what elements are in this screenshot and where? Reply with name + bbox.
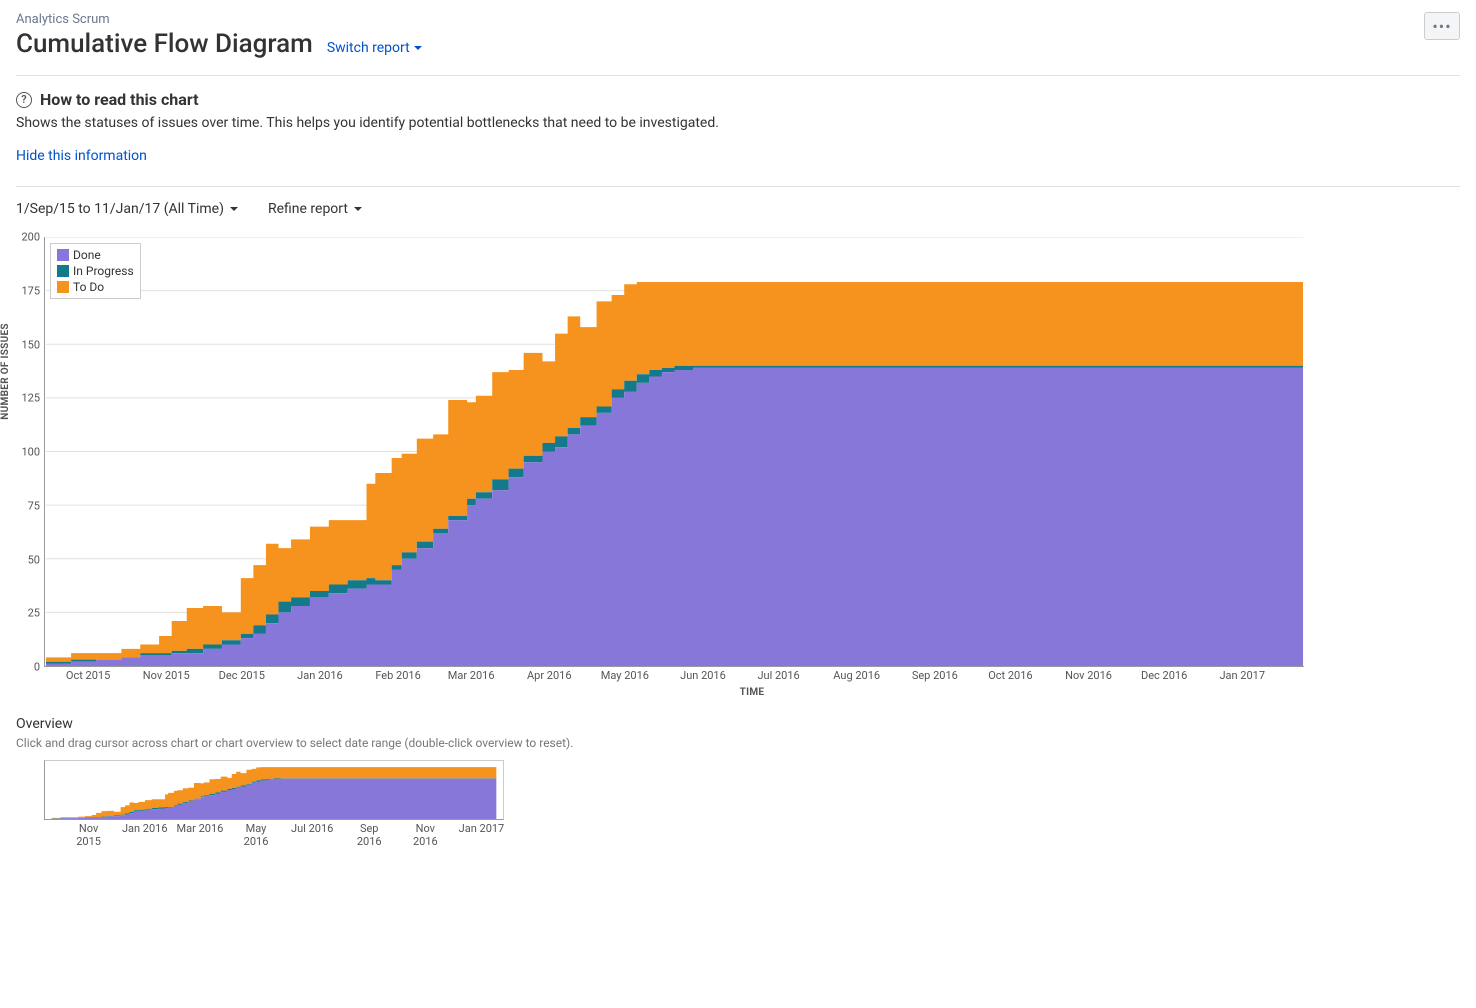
date-range-label: 1/Sep/15 to 11/Jan/17 (All Time) (16, 201, 224, 217)
refine-report-label: Refine report (268, 201, 348, 217)
overview-hint: Click and drag cursor across chart or ch… (16, 736, 1460, 750)
y-tick-label: 0 (12, 661, 40, 674)
legend-swatch (57, 281, 69, 293)
y-tick-label: 200 (12, 231, 40, 244)
overview-x-ticks: Nov 2015 Jan 2016 Mar 2016 May 2016 Jul 2016… (44, 820, 504, 848)
x-tick-label: Jun 2016 (680, 669, 726, 682)
x-tick-label: Oct 2015 (66, 669, 110, 682)
legend-label: Done (73, 247, 101, 263)
overview-chart-container: Nov 2015 Jan 2016 Mar 2016 May 2016 Jul 2016… (44, 760, 1460, 848)
x-tick-label: Sep 2016 (357, 822, 382, 848)
x-tick-label: Dec 2016 (1141, 669, 1187, 682)
y-tick-label: 25 (12, 607, 40, 620)
more-actions-button[interactable]: ••• (1424, 12, 1460, 40)
legend-swatch (57, 249, 69, 261)
chevron-down-icon (230, 207, 238, 211)
filter-row: 1/Sep/15 to 11/Jan/17 (All Time) Refine … (16, 201, 1460, 217)
x-axis-label: TIME (44, 687, 1460, 698)
x-tick-label: Aug 2016 (833, 669, 880, 682)
x-tick-label: May 2016 (601, 669, 649, 682)
y-tick-label: 100 (12, 446, 40, 459)
x-tick-label: Jan 2016 (297, 669, 343, 682)
info-heading: How to read this chart (40, 90, 199, 109)
x-tick-label: Oct 2016 (988, 669, 1032, 682)
y-tick-label: 125 (12, 392, 40, 405)
title-row: Cumulative Flow Diagram Switch report (16, 29, 422, 59)
main-chart-container: NUMBER OF ISSUES 0255075100125150175200 … (44, 237, 1460, 698)
x-tick-label: Dec 2015 (219, 669, 265, 682)
more-icon: ••• (1432, 17, 1451, 36)
x-tick-label: Jan 2016 (122, 822, 168, 835)
x-tick-label: Sep 2016 (912, 669, 958, 682)
y-tick-label: 75 (12, 499, 40, 512)
header-left: Analytics Scrum Cumulative Flow Diagram … (16, 12, 422, 59)
legend-label: To Do (73, 279, 104, 295)
x-tick-label: Nov 2016 (413, 822, 438, 848)
x-tick-label: Jan 2017 (1219, 669, 1265, 682)
breadcrumb: Analytics Scrum (16, 12, 422, 27)
refine-report-dropdown[interactable]: Refine report (268, 201, 362, 217)
x-tick-label: Nov 2015 (76, 822, 101, 848)
legend-item: To Do (57, 279, 134, 295)
divider (16, 75, 1460, 76)
switch-report-link[interactable]: Switch report (327, 40, 422, 56)
x-tick-label: May 2016 (244, 822, 269, 848)
info-description: Shows the statuses of issues over time. … (16, 115, 1460, 131)
info-heading-row: ? How to read this chart (16, 90, 1460, 109)
switch-report-label: Switch report (327, 40, 410, 56)
legend-label: In Progress (73, 263, 134, 279)
y-axis-label: NUMBER OF ISSUES (0, 323, 11, 420)
info-icon: ? (16, 92, 32, 108)
header: Analytics Scrum Cumulative Flow Diagram … (16, 12, 1460, 59)
y-tick-label: 150 (12, 338, 40, 351)
cumulative-flow-chart[interactable] (44, 237, 1304, 667)
legend-item: In Progress (57, 263, 134, 279)
divider (16, 186, 1460, 187)
x-ticks: Oct 2015 Nov 2015 Dec 2015 Jan 2016 Feb 2016… (44, 667, 1304, 683)
x-tick-label: Feb 2016 (375, 669, 420, 682)
y-tick-label: 175 (12, 284, 40, 297)
x-tick-label: Jan 2017 (459, 822, 505, 835)
chart-legend: DoneIn ProgressTo Do (50, 243, 141, 299)
date-range-dropdown[interactable]: 1/Sep/15 to 11/Jan/17 (All Time) (16, 201, 238, 217)
x-tick-label: Nov 2015 (143, 669, 190, 682)
legend-swatch (57, 265, 69, 277)
x-tick-label: Mar 2016 (448, 669, 495, 682)
x-tick-label: Apr 2016 (527, 669, 572, 682)
y-tick-label: 50 (12, 553, 40, 566)
x-tick-label: Jul 2016 (291, 822, 333, 835)
legend-item: Done (57, 247, 134, 263)
page-title: Cumulative Flow Diagram (16, 29, 313, 59)
overview-chart[interactable] (44, 760, 504, 820)
x-tick-label: Mar 2016 (177, 822, 224, 835)
overview-title: Overview (16, 716, 1460, 732)
x-tick-label: Nov 2016 (1065, 669, 1112, 682)
x-tick-label: Jul 2016 (757, 669, 799, 682)
hide-info-link[interactable]: Hide this information (16, 148, 147, 164)
chevron-down-icon (354, 207, 362, 211)
chevron-down-icon (414, 46, 422, 50)
